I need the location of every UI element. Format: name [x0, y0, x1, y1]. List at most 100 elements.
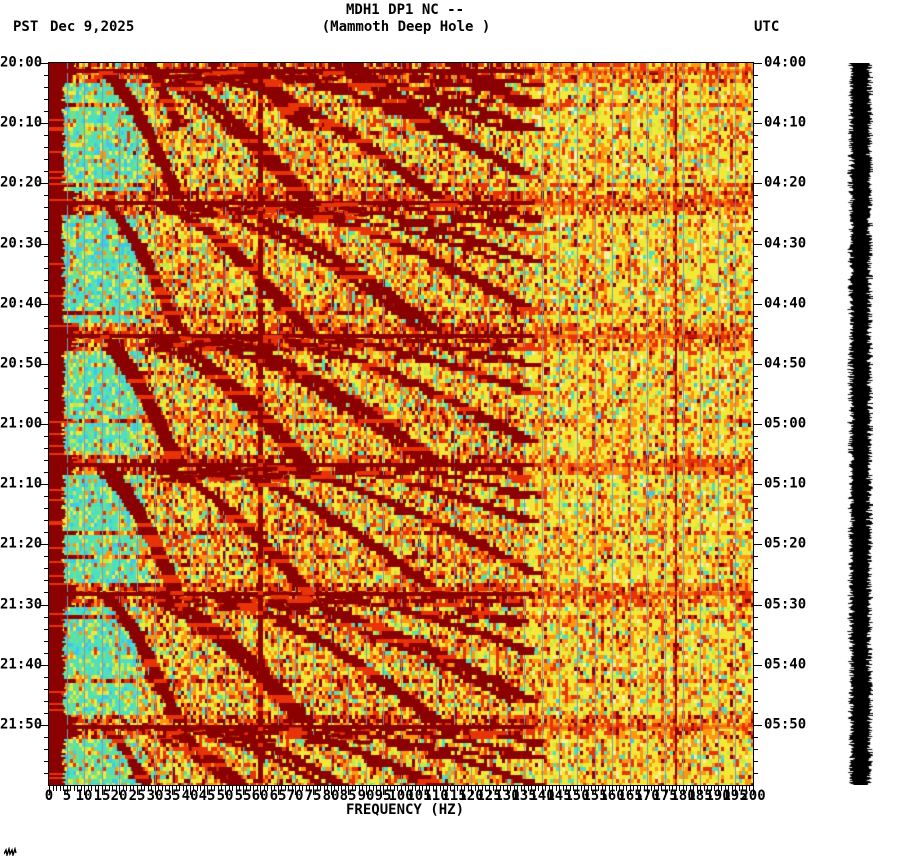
left-minor-tick: [44, 472, 49, 473]
timezone-left-label: PST: [13, 19, 39, 35]
right-major-tick: [753, 484, 762, 485]
freq-tick-label: 110: [423, 788, 449, 804]
freq-tick-label: 140: [529, 788, 555, 804]
freq-minor-tick: [573, 786, 574, 791]
freq-minor-tick: [676, 786, 677, 791]
freq-minor-tick: [654, 786, 655, 791]
freq-minor-tick: [517, 786, 518, 791]
freq-tick-label: 175: [652, 788, 678, 804]
freq-minor-tick: [443, 786, 444, 791]
left-minor-tick: [44, 508, 49, 509]
right-time-label: 05:40: [764, 656, 807, 673]
freq-minor-tick: [496, 786, 497, 791]
freq-major-tick: [700, 786, 701, 795]
left-major-tick: [40, 424, 49, 425]
freq-tick-label: 185: [687, 788, 713, 804]
freq-minor-tick: [450, 786, 451, 791]
freq-minor-tick: [338, 786, 339, 791]
left-minor-tick: [44, 677, 49, 678]
freq-tick-label: 65: [269, 788, 287, 804]
freq-minor-tick: [493, 786, 494, 791]
freq-minor-tick: [229, 786, 230, 791]
right-minor-tick: [753, 135, 758, 136]
freq-minor-tick: [88, 786, 89, 791]
freq-minor-tick: [74, 786, 75, 791]
freq-minor-tick: [510, 786, 511, 791]
freq-minor-tick: [345, 786, 346, 791]
freq-minor-tick: [183, 786, 184, 791]
freq-minor-tick: [563, 786, 564, 791]
right-minor-tick: [753, 171, 758, 172]
freq-tick-label: 90: [357, 788, 375, 804]
right-time-label: 04:50: [764, 355, 807, 372]
freq-major-tick: [225, 786, 226, 795]
left-minor-tick: [44, 701, 49, 702]
freq-major-tick: [207, 786, 208, 795]
left-minor-tick: [44, 737, 49, 738]
freq-minor-tick: [704, 786, 705, 791]
right-minor-tick: [753, 713, 758, 714]
freq-tick-label: 10: [75, 788, 93, 804]
freq-major-tick: [436, 786, 437, 795]
right-major-tick: [753, 304, 762, 305]
left-minor-tick: [44, 207, 49, 208]
left-time-label: 20:20: [0, 174, 43, 191]
freq-minor-tick: [221, 786, 222, 791]
freq-major-tick: [647, 786, 648, 795]
freq-minor-tick: [334, 786, 335, 791]
right-minor-tick: [753, 641, 758, 642]
freq-tick-label: 170: [634, 788, 660, 804]
freq-minor-tick: [292, 786, 293, 791]
freq-major-tick: [102, 786, 103, 795]
freq-minor-tick: [186, 786, 187, 791]
freq-minor-tick: [211, 786, 212, 791]
freq-minor-tick: [148, 786, 149, 791]
freq-minor-tick: [281, 786, 282, 791]
left-minor-tick: [44, 75, 49, 76]
freq-minor-tick: [285, 786, 286, 791]
freq-minor-tick: [271, 786, 272, 791]
freq-tick-label: 25: [128, 788, 146, 804]
left-time-label: 21:30: [0, 596, 43, 613]
left-minor-tick: [44, 436, 49, 437]
left-major-tick: [40, 605, 49, 606]
freq-tick-label: 40: [181, 788, 199, 804]
freq-minor-tick: [387, 786, 388, 791]
freq-minor-tick: [412, 786, 413, 791]
freq-major-tick: [260, 786, 261, 795]
freq-minor-tick: [714, 786, 715, 791]
freq-major-tick: [278, 786, 279, 795]
freq-minor-tick: [123, 786, 124, 791]
freq-minor-tick: [246, 786, 247, 791]
right-minor-tick: [753, 99, 758, 100]
freq-tick-label: 135: [511, 788, 537, 804]
freq-minor-tick: [112, 786, 113, 791]
freq-minor-tick: [81, 786, 82, 791]
right-time-label: 05:30: [764, 596, 807, 613]
freq-tick-label: 35: [163, 788, 181, 804]
right-minor-tick: [753, 280, 758, 281]
left-minor-tick: [44, 412, 49, 413]
page-title: MDH1 DP1 NC --: [345, 2, 465, 18]
freq-minor-tick: [324, 786, 325, 791]
left-minor-tick: [44, 87, 49, 88]
freq-minor-tick: [746, 786, 747, 791]
right-minor-tick: [753, 352, 758, 353]
freq-minor-tick: [380, 786, 381, 791]
freq-minor-tick: [598, 786, 599, 791]
freq-tick-label: 115: [441, 788, 467, 804]
freq-minor-tick: [549, 786, 550, 791]
freq-minor-tick: [299, 786, 300, 791]
freq-minor-tick: [588, 786, 589, 791]
freq-minor-tick: [728, 786, 729, 791]
freq-minor-tick: [165, 786, 166, 791]
freq-minor-tick: [98, 786, 99, 791]
freq-minor-tick: [640, 786, 641, 791]
timezone-right-label: UTC: [754, 19, 780, 35]
left-minor-tick: [44, 256, 49, 257]
freq-major-tick: [542, 786, 543, 795]
right-minor-tick: [753, 580, 758, 581]
freq-major-tick: [243, 786, 244, 795]
freq-major-tick: [471, 786, 472, 795]
